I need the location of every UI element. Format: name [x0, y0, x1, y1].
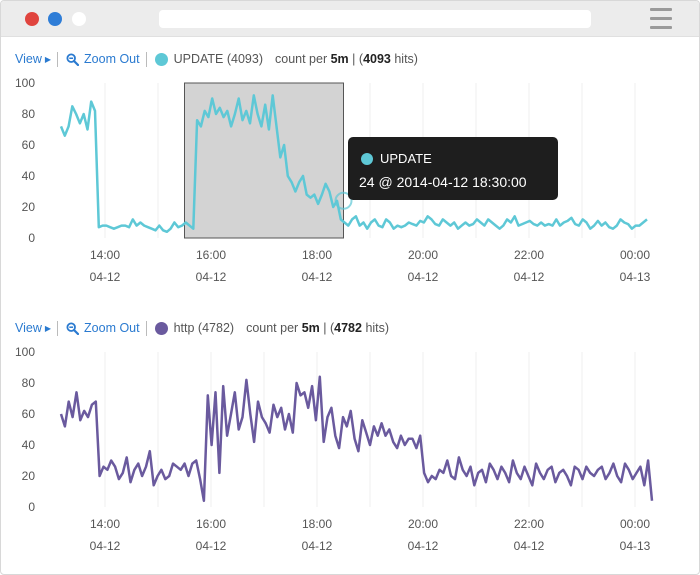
- close-dot[interactable]: [25, 12, 39, 26]
- title-bar: [1, 1, 699, 37]
- panel2-view-button[interactable]: View ▶: [15, 321, 51, 335]
- panel1-hits-sep: | (: [352, 52, 364, 66]
- chart-tooltip: UPDATE 24 @ 2014-04-12 18:30:00: [348, 137, 558, 200]
- panel1-zoom-label: Zoom Out: [84, 52, 140, 66]
- x-tick-time: 00:00: [620, 248, 650, 262]
- x-tick-date: 04-12: [514, 539, 545, 553]
- x-tick-time: 16:00: [196, 248, 226, 262]
- series-line-http: [59, 375, 654, 503]
- panel1-interval: 5m: [330, 52, 349, 66]
- x-tick-date: 04-12: [196, 539, 227, 553]
- caret-right-icon: ▶: [44, 54, 52, 64]
- x-tick-time: 18:00: [302, 248, 332, 262]
- y-tick-label: 0: [28, 500, 35, 514]
- panel2-count-prefix: count per: [246, 321, 299, 335]
- panel2-interval: 5m: [301, 321, 320, 335]
- panel2-view-label: View: [15, 321, 42, 335]
- x-tick-date: 04-12: [408, 539, 439, 553]
- divider: [57, 320, 59, 336]
- legend-color-icon[interactable]: [154, 321, 168, 335]
- maximize-dot[interactable]: [72, 12, 86, 26]
- y-tick-label: 80: [22, 107, 36, 121]
- panel2-hits-sep: | (: [323, 321, 335, 335]
- panel2-hits-suffix: hits): [365, 321, 390, 335]
- x-tick-time: 20:00: [408, 517, 438, 531]
- zoom-out-icon: [66, 321, 80, 335]
- x-tick-date: 04-12: [514, 270, 545, 284]
- y-tick-label: 80: [22, 376, 36, 390]
- caret-right-icon: ▶: [44, 323, 52, 333]
- panel1-count-prefix: count per: [275, 52, 328, 66]
- y-tick-label: 60: [22, 138, 36, 152]
- x-tick-time: 22:00: [514, 517, 544, 531]
- y-tick-label: 20: [22, 200, 36, 214]
- x-tick-time: 00:00: [620, 517, 650, 531]
- panel1-zoom-out-button[interactable]: Zoom Out: [66, 52, 140, 66]
- x-tick-date: 04-12: [90, 539, 121, 553]
- x-tick-time: 20:00: [408, 248, 438, 262]
- y-tick-label: 100: [15, 76, 35, 90]
- x-tick-date: 04-12: [196, 270, 227, 284]
- x-tick-time: 18:00: [302, 517, 332, 531]
- y-tick-label: 20: [22, 469, 36, 483]
- tooltip-series: UPDATE: [380, 151, 432, 166]
- divider: [145, 51, 147, 67]
- divider: [57, 51, 59, 67]
- y-tick-label: 100: [15, 345, 35, 359]
- x-tick-time: 14:00: [90, 248, 120, 262]
- x-tick-time: 14:00: [90, 517, 120, 531]
- divider: [145, 320, 147, 336]
- panel1-view-button[interactable]: View ▶: [15, 52, 51, 66]
- hover-point: [334, 191, 353, 210]
- x-tick-time: 22:00: [514, 248, 544, 262]
- x-tick-time: 16:00: [196, 517, 226, 531]
- panel2-zoom-label: Zoom Out: [84, 321, 140, 335]
- menu-icon[interactable]: [650, 8, 672, 29]
- minimize-dot[interactable]: [48, 12, 62, 26]
- address-bar[interactable]: [159, 10, 591, 28]
- update-chart[interactable]: 0 20 40 60 80 100 14:00 04-12 16:00 04-12 18:00 04-…: [1, 73, 700, 313]
- panel2-toolbar: View ▶ Zoom Out http (4782) count per 5m…: [15, 319, 389, 337]
- y-tick-label: 0: [28, 231, 35, 245]
- http-chart[interactable]: 0 20 40 60 80 100 14:00 04-12 16:00 04-12 18:00 04-…: [1, 342, 700, 574]
- x-tick-date: 04-12: [408, 270, 439, 284]
- panel1-hits: 4093: [363, 52, 391, 66]
- series-line-update: [59, 94, 648, 234]
- x-tick-date: 04-12: [302, 270, 333, 284]
- y-tick-label: 60: [22, 407, 36, 421]
- y-tick-label: 40: [22, 438, 36, 452]
- panel2-hits: 4782: [334, 321, 362, 335]
- x-tick-date: 04-13: [620, 539, 651, 553]
- panel1-legend-label[interactable]: UPDATE (4093): [173, 52, 263, 66]
- y-tick-label: 40: [22, 169, 36, 183]
- panel1-hits-suffix: hits): [394, 52, 418, 66]
- x-tick-date: 04-12: [302, 539, 333, 553]
- panel2-legend-label[interactable]: http (4782): [173, 321, 235, 335]
- zoom-out-icon: [66, 52, 80, 66]
- x-tick-date: 04-13: [620, 270, 651, 284]
- tooltip-text: 24 @ 2014-04-12 18:30:00: [359, 174, 527, 190]
- panel1-toolbar: View ▶ Zoom Out UPDATE (4093) count per …: [15, 50, 418, 68]
- x-tick-date: 04-12: [90, 270, 121, 284]
- legend-color-icon[interactable]: [154, 52, 168, 66]
- tooltip-color-icon: [361, 152, 373, 165]
- panel1-view-label: View: [15, 52, 42, 66]
- panel2-zoom-out-button[interactable]: Zoom Out: [66, 321, 140, 335]
